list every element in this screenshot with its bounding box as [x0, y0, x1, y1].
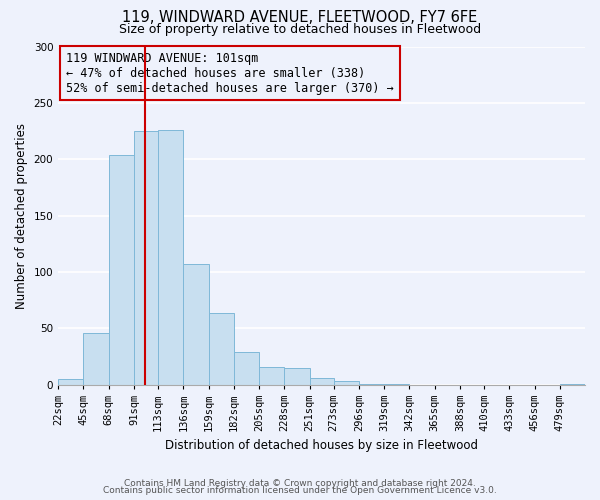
Bar [109, 154, 134, 384]
Bar [334, 382, 359, 384]
Text: Size of property relative to detached houses in Fleetwood: Size of property relative to detached ho… [119, 22, 481, 36]
X-axis label: Distribution of detached houses by size in Fleetwood: Distribution of detached houses by size … [165, 440, 478, 452]
Bar [310, 378, 334, 384]
Text: 119 WINDWARD AVENUE: 101sqm
← 47% of detached houses are smaller (338)
52% of se: 119 WINDWARD AVENUE: 101sqm ← 47% of det… [66, 52, 394, 94]
Bar [284, 368, 310, 384]
Bar [259, 366, 284, 384]
Bar [158, 130, 183, 384]
Text: Contains public sector information licensed under the Open Government Licence v3: Contains public sector information licen… [103, 486, 497, 495]
Bar [234, 352, 259, 384]
Bar [183, 264, 209, 384]
Bar [134, 131, 158, 384]
Bar [58, 379, 83, 384]
Text: Contains HM Land Registry data © Crown copyright and database right 2024.: Contains HM Land Registry data © Crown c… [124, 478, 476, 488]
Bar [209, 312, 234, 384]
Text: 119, WINDWARD AVENUE, FLEETWOOD, FY7 6FE: 119, WINDWARD AVENUE, FLEETWOOD, FY7 6FE [122, 10, 478, 25]
Y-axis label: Number of detached properties: Number of detached properties [15, 122, 28, 308]
Bar [83, 333, 109, 384]
